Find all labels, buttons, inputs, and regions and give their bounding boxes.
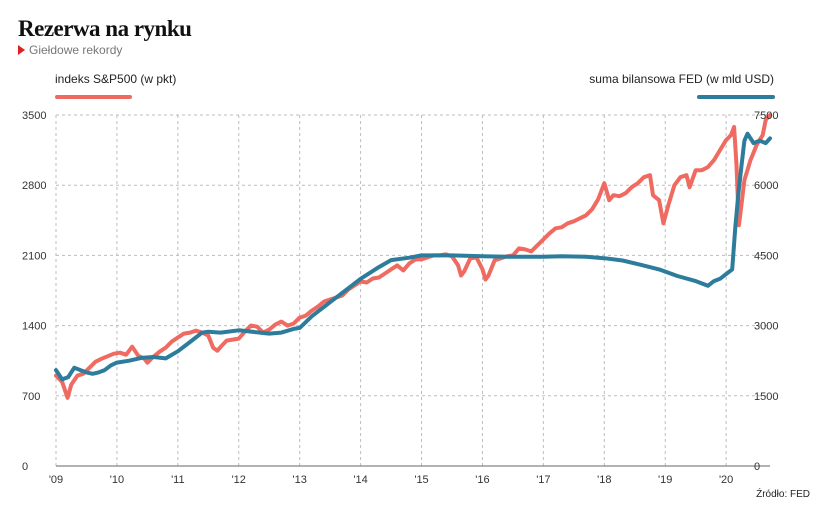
y-left-tick-label: 2800	[22, 180, 46, 192]
gridlines	[55, 114, 770, 467]
x-tick-label: '15	[414, 474, 428, 486]
y-left-tick-label: 0	[22, 461, 28, 473]
x-tick-label: '17	[536, 474, 550, 486]
subtitle-text: Giełdowe rekordy	[29, 43, 123, 57]
series-line-fed	[54, 131, 772, 382]
source-note: Źródło: FED	[756, 489, 810, 500]
x-tick-label: '10	[110, 474, 124, 486]
triangle-right-icon	[18, 45, 25, 55]
legend-label-sp500: indeks S&P500 (w pkt)	[55, 72, 177, 86]
x-tick-label: '14	[353, 474, 367, 486]
chart-subtitle: Giełdowe rekordy	[18, 43, 122, 57]
y-left-tick-label: 1400	[22, 321, 46, 333]
x-tick-label: '18	[597, 474, 611, 486]
x-tick-label: '19	[658, 474, 672, 486]
x-tick-label: '12	[232, 474, 246, 486]
x-tick-label: '20	[719, 474, 733, 486]
y-right-tick-label: 6000	[754, 180, 778, 192]
series-lines	[54, 113, 772, 400]
legend-swatch-sp500	[55, 95, 132, 99]
chart-title: Rezerwa na rynku	[18, 16, 192, 41]
y-right-tick-label: 1500	[754, 391, 778, 403]
tick-labels: 0 700 1400 2100 2800 3500 0 1500 3000 4500 6000 750…	[22, 110, 778, 486]
y-right-tick-label: 3000	[754, 321, 778, 333]
legend-label-fed: suma bilansowa FED (w mld USD)	[589, 72, 774, 86]
x-tick-label: '09	[49, 474, 63, 486]
x-tick-label: '16	[475, 474, 489, 486]
y-right-tick-label: 0	[754, 461, 760, 473]
x-tick-label: '11	[171, 474, 185, 486]
legend-swatch-fed	[697, 95, 775, 99]
y-left-tick-label: 700	[22, 391, 40, 403]
y-left-tick-label: 3500	[22, 110, 46, 122]
y-right-tick-label: 4500	[754, 250, 778, 262]
y-left-tick-label: 2100	[22, 250, 46, 262]
x-tick-label: '13	[293, 474, 307, 486]
y-right-tick-label: 7500	[754, 110, 778, 122]
